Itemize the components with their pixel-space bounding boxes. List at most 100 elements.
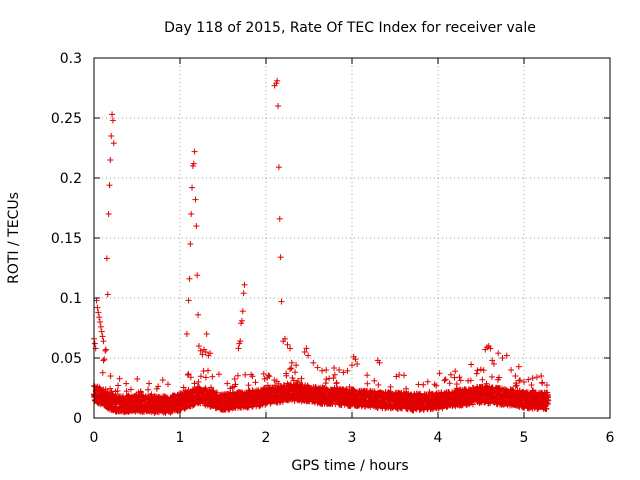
data-point-band [322,380,329,387]
data-point [97,319,104,325]
data-point-band [319,367,326,374]
grid [94,58,610,418]
data-point [108,133,115,139]
data-point [97,323,104,330]
data-point [102,347,109,354]
data-point-band [330,375,337,382]
data-point-band [209,373,216,380]
data-point-band [292,369,299,376]
y-tick-label: 0 [73,411,82,427]
data-point-band [488,373,495,380]
data-point-band [364,372,371,379]
data-point [110,140,117,147]
data-point-band [457,377,464,384]
data-point-band [123,380,130,387]
data-point [235,345,242,352]
data-point [193,223,200,229]
data-point [310,359,317,366]
data-point-band [191,380,198,387]
data-point-band [242,371,249,378]
data-point [109,111,116,118]
data-point-band [146,380,153,387]
data-point [191,148,198,155]
data-point [276,215,283,222]
data-point [183,331,190,337]
data-point-band [431,381,438,388]
data-point-band [468,361,475,368]
data-point [275,103,282,109]
y-tick-label: 0.2 [60,171,82,187]
data-point-band [231,376,238,383]
data-point [533,374,540,381]
data-point [94,304,101,311]
data-point-band [436,370,443,377]
data-point [189,184,196,191]
data-point [314,364,321,371]
data-point-band [164,381,171,388]
x-tick-label: 5 [520,430,529,446]
data-point-band [441,377,448,384]
data-point-band [364,380,371,387]
data-point [100,357,107,364]
data-point-band [260,370,267,377]
data-point-band [480,367,487,374]
data-point [99,333,106,340]
x-tick-label: 4 [434,430,443,446]
data-point-band [371,377,378,384]
data-point [323,367,330,373]
data-point-band [197,373,204,380]
data-point [277,254,284,261]
data-point-band [323,376,330,383]
data-point [508,367,515,373]
y-tick-label: 0.15 [51,231,82,247]
x-tick-label: 0 [90,430,99,446]
data-point-band [442,376,449,383]
data-point-band [479,376,486,383]
data-point-band [287,366,294,373]
data-point [195,311,202,318]
data-point [194,272,201,279]
data-point [106,182,113,189]
data-point [456,374,463,381]
data-point-band [215,371,222,378]
data-point-band [107,385,114,392]
y-tick-label: 0.05 [51,351,82,367]
data-point [447,371,454,378]
data-point-band [115,382,122,389]
data-point-band [265,372,272,379]
y-tick-label: 0.25 [51,111,82,127]
data-point-band [102,386,109,393]
data-point-band [245,382,252,389]
data-point [91,340,98,347]
data-point-band [433,382,440,389]
data-point [100,338,107,345]
data-point [538,373,545,379]
data-point-band [99,369,106,376]
data-points [90,77,552,416]
data-point [188,211,195,217]
data-point [241,281,248,288]
data-point [103,255,110,262]
data-point-band [195,378,202,385]
data-point-band [333,379,340,386]
data-point-band [289,374,296,381]
data-point [452,368,459,375]
data-point [240,290,247,297]
data-point-band [224,380,231,387]
x-tick-label: 6 [606,430,615,446]
data-point-band [116,375,123,382]
data-point-band [344,367,351,374]
data-point [101,356,108,363]
data-point-band [528,382,535,389]
data-point [495,350,502,357]
data-point-band [474,367,481,374]
x-axis-label: GPS time / hours [291,458,408,474]
data-point-band [202,374,209,381]
data-point-band [401,372,408,379]
data-point-band [477,366,484,373]
x-tick-label: 1 [176,430,185,446]
data-point-band [420,381,427,388]
data-point [512,373,519,379]
data-point-band [424,378,431,385]
data-point-band [288,365,295,372]
